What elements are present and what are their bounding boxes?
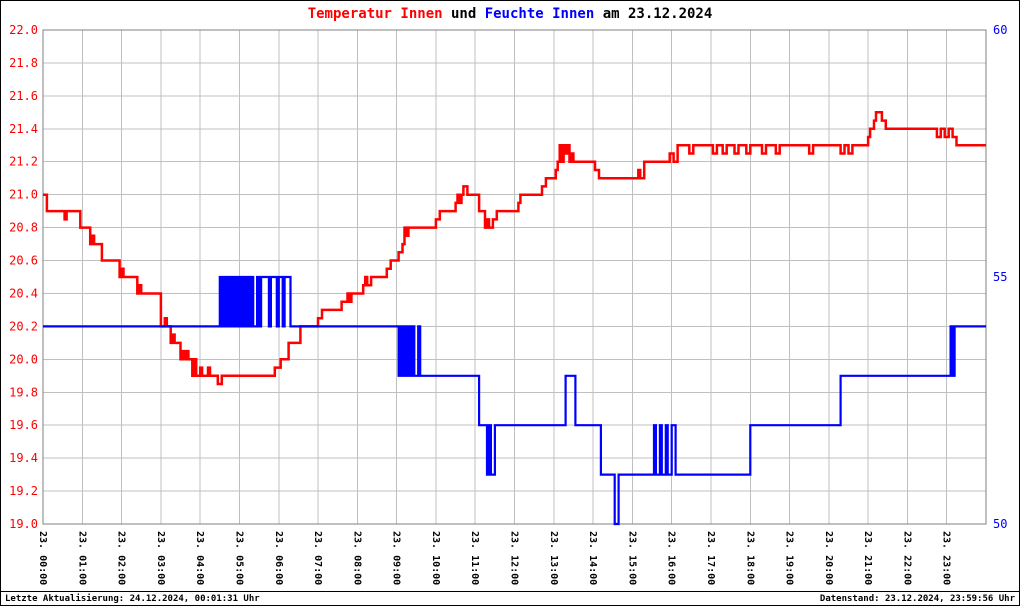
x-axis-tick-label: 23. 15:00 [626, 531, 637, 585]
title-temperature-label: Temperatur Innen [307, 6, 443, 22]
x-axis-tick-label: 23. 01:00 [76, 531, 87, 585]
x-axis-tick-label: 23. 04:00 [194, 531, 205, 585]
chart-title: Temperatur Innen und Feuchte Innen am 23… [1, 6, 1019, 22]
x-axis-tick-label: 23. 14:00 [587, 531, 598, 585]
left-axis-tick-label: 20.0 [9, 352, 38, 366]
title-connector: und [442, 6, 485, 22]
x-axis-tick-label: 23. 23:00 [941, 531, 952, 585]
right-axis-tick-label: 60 [993, 23, 1007, 37]
left-axis-tick-label: 21.0 [9, 188, 38, 202]
humidity-series [43, 275, 986, 526]
left-axis-tick-label: 21.6 [9, 89, 38, 103]
left-axis-tick-label: 19.8 [9, 385, 38, 399]
left-axis-tick-label: 21.8 [9, 56, 38, 70]
left-axis-tick-label: 19.4 [9, 451, 38, 465]
left-axis-tick-label: 19.2 [9, 484, 38, 498]
left-axis-tick-label: 19.0 [9, 517, 38, 531]
left-axis-tick-label: 22.0 [9, 23, 38, 37]
footer-last-update: Letzte Aktualisierung: 24.12.2024, 00:01… [5, 594, 260, 604]
x-axis-tick-label: 23. 08:00 [351, 531, 362, 585]
x-axis-tick-label: 23. 13:00 [548, 531, 559, 585]
x-axis-tick-label: 23. 00:00 [37, 531, 48, 585]
x-axis-tick-label: 23. 18:00 [744, 531, 755, 585]
title-date: am 23.12.2024 [594, 6, 713, 22]
x-axis-tick-label: 23. 11:00 [469, 531, 480, 585]
left-axis-tick-label: 20.6 [9, 254, 38, 268]
x-axis-tick-label: 23. 17:00 [705, 531, 716, 585]
title-humidity-label: Feuchte Innen [484, 6, 595, 22]
footer-bar: Letzte Aktualisierung: 24.12.2024, 00:01… [1, 591, 1019, 605]
footer-data-state: Datenstand: 23.12.2024, 23:59:56 Uhr [819, 594, 1015, 604]
right-axis-tick-label: 50 [993, 517, 1007, 531]
right-axis-tick-label: 55 [993, 270, 1007, 284]
x-axis-tick-label: 23. 05:00 [234, 531, 245, 585]
left-axis-tick-label: 21.2 [9, 155, 38, 169]
x-axis-tick-label: 23. 21:00 [862, 531, 873, 585]
plot-frame [42, 29, 987, 525]
left-axis-tick-label: 21.4 [9, 122, 38, 136]
x-axis-tick-label: 23. 07:00 [312, 531, 323, 585]
temperature-series [43, 111, 986, 386]
left-axis-tick-label: 20.2 [9, 319, 38, 333]
x-axis-tick-label: 23. 16:00 [666, 531, 677, 585]
x-axis-tick-label: 23. 22:00 [901, 531, 912, 585]
left-axis-tick-label: 20.8 [9, 221, 38, 235]
x-axis-tick-label: 23. 06:00 [273, 531, 284, 585]
x-axis-tick-label: 23. 10:00 [430, 531, 441, 585]
left-axis-tick-label: 19.6 [9, 418, 38, 432]
x-axis-tick-label: 23. 12:00 [509, 531, 520, 585]
left-axis-tick-label: 20.4 [9, 287, 38, 301]
x-axis-tick-label: 23. 02:00 [116, 531, 127, 585]
x-axis-tick-label: 23. 03:00 [155, 531, 166, 585]
x-axis-tick-label: 23. 20:00 [823, 531, 834, 585]
x-axis-tick-label: 23. 19:00 [784, 531, 795, 585]
x-axis-tick-label: 23. 09:00 [391, 531, 402, 585]
